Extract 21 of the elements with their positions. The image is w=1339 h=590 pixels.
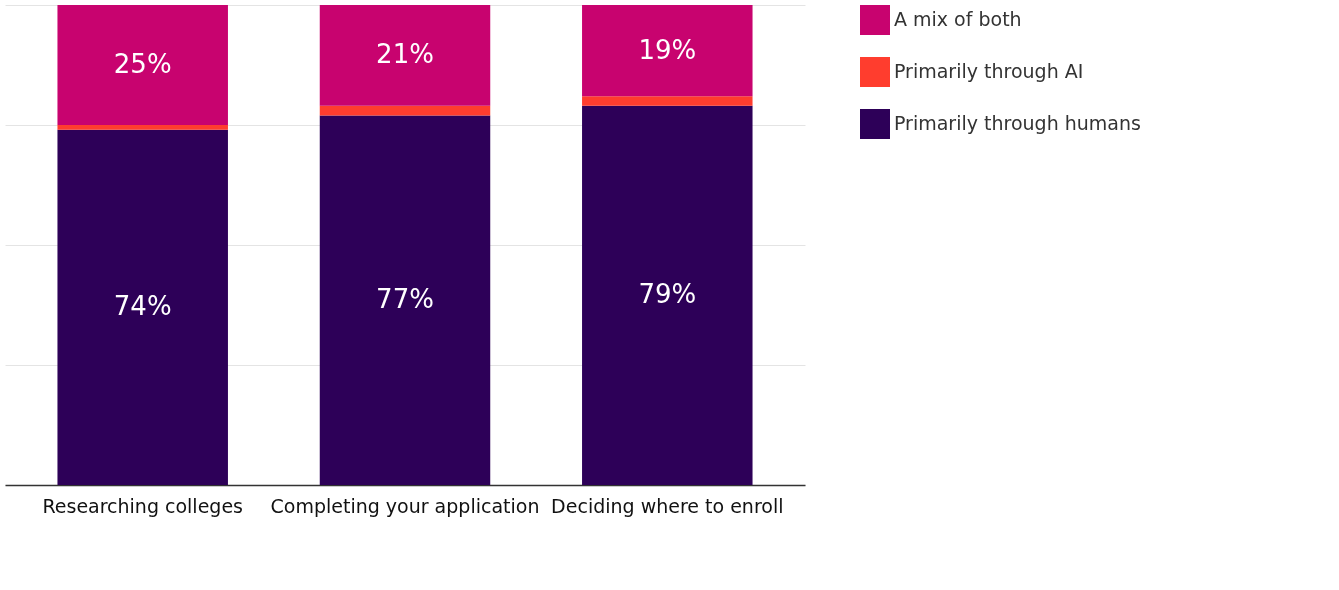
bar [582, 96, 753, 106]
data-label: 19% [638, 34, 697, 65]
bar [582, 5, 753, 97]
bar [57, 125, 228, 130]
bar [319, 5, 491, 106]
data-label: 21% [376, 39, 434, 70]
legend-label: Primarily through AI [894, 60, 1084, 82]
x-tick-label: Researching colleges [42, 494, 243, 517]
legend-label: Primarily through humans [894, 112, 1141, 134]
bar [582, 105, 753, 485]
data-label: 77% [376, 284, 434, 315]
data-label: 79% [638, 279, 697, 310]
legend-label: A mix of both [894, 8, 1022, 30]
bar [319, 115, 491, 485]
bar [57, 5, 228, 125]
x-tick-label: Completing your application [270, 494, 540, 517]
data-label: 74% [113, 291, 172, 322]
x-tick-label: Deciding where to enroll [551, 494, 784, 517]
bar [319, 105, 491, 116]
bar [57, 129, 228, 485]
data-label: 25% [113, 49, 172, 79]
